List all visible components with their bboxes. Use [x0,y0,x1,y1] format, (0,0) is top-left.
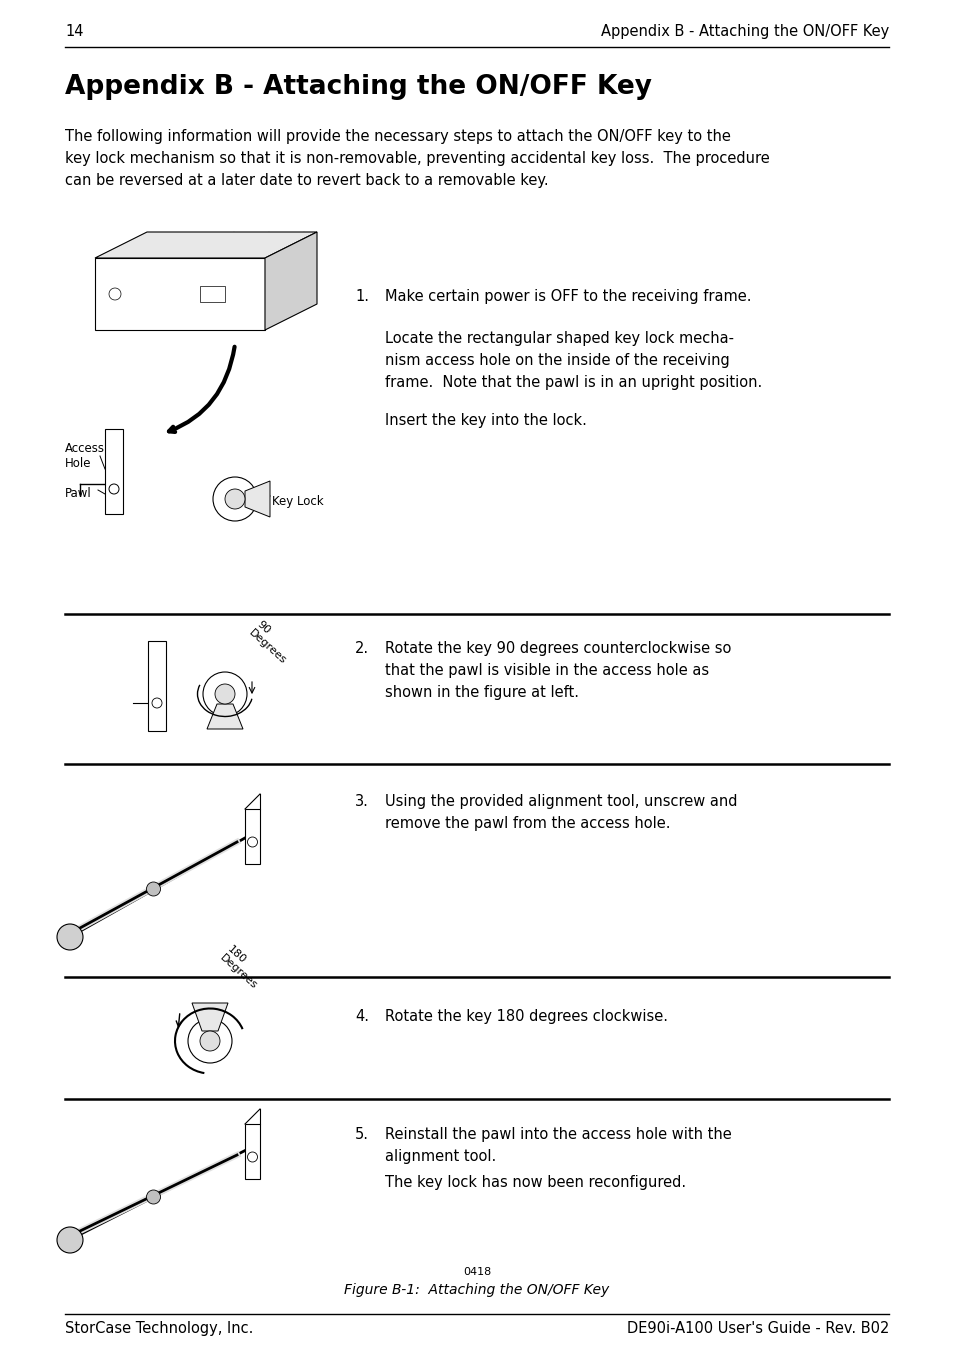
Circle shape [188,1019,232,1062]
Text: Insert the key into the lock.: Insert the key into the lock. [385,413,586,428]
Bar [200,286,225,303]
Text: Using the provided alignment tool, unscrew and: Using the provided alignment tool, unscr… [385,794,737,809]
Text: Figure B-1:  Attaching the ON/OFF Key: Figure B-1: Attaching the ON/OFF Key [344,1283,609,1296]
Text: Make certain power is OFF to the receiving frame.: Make certain power is OFF to the receivi… [385,289,751,304]
Text: 1.: 1. [355,289,369,304]
Text: The following information will provide the necessary steps to attach the ON/OFF : The following information will provide t… [65,129,730,144]
Text: 3.: 3. [355,794,369,809]
Text: StorCase Technology, Inc.: StorCase Technology, Inc. [65,1321,253,1336]
Circle shape [247,836,257,847]
Circle shape [200,1031,220,1051]
Text: 14: 14 [65,25,84,38]
Polygon shape [95,231,316,257]
Text: nism access hole on the inside of the receiving: nism access hole on the inside of the re… [385,353,729,368]
Text: Rotate the key 180 degrees clockwise.: Rotate the key 180 degrees clockwise. [385,1009,667,1024]
Circle shape [147,882,160,895]
Text: Key Lock: Key Lock [272,496,323,508]
Text: Pawl: Pawl [65,487,91,500]
Bar [245,809,260,864]
Text: 0418: 0418 [462,1266,491,1277]
Text: 90
Degrees: 90 Degrees [247,619,295,665]
Text: can be reversed at a later date to revert back to a removable key.: can be reversed at a later date to rever… [65,172,548,188]
Bar [148,641,166,731]
Text: Reinstall the pawl into the access hole with the: Reinstall the pawl into the access hole … [385,1127,731,1142]
Circle shape [57,1227,83,1253]
Text: The key lock has now been reconfigured.: The key lock has now been reconfigured. [385,1176,685,1191]
Circle shape [203,672,247,716]
Polygon shape [245,481,270,517]
Text: alignment tool.: alignment tool. [385,1149,496,1164]
Text: frame.  Note that the pawl is in an upright position.: frame. Note that the pawl is in an uprig… [385,375,761,390]
Text: 180
Degrees: 180 Degrees [218,943,267,991]
Text: 4.: 4. [355,1009,369,1024]
Polygon shape [192,1003,228,1031]
Circle shape [214,684,234,704]
Text: DE90i-A100 User's Guide - Rev. B02: DE90i-A100 User's Guide - Rev. B02 [626,1321,888,1336]
Text: key lock mechanism so that it is non-removable, preventing accidental key loss. : key lock mechanism so that it is non-rem… [65,151,769,166]
Circle shape [152,698,162,708]
Text: that the pawl is visible in the access hole as: that the pawl is visible in the access h… [385,663,708,678]
Circle shape [213,476,256,522]
Bar [245,1124,260,1179]
Text: 2.: 2. [355,641,369,656]
Text: Rotate the key 90 degrees counterclockwise so: Rotate the key 90 degrees counterclockwi… [385,641,731,656]
Polygon shape [265,231,316,330]
Text: remove the pawl from the access hole.: remove the pawl from the access hole. [385,816,670,831]
Text: Access
Hole: Access Hole [65,442,105,470]
Text: 5.: 5. [355,1127,369,1142]
Polygon shape [95,257,265,330]
Text: Locate the rectangular shaped key lock mecha-: Locate the rectangular shaped key lock m… [385,331,733,346]
Polygon shape [207,704,243,730]
Text: shown in the figure at left.: shown in the figure at left. [385,684,578,700]
Circle shape [57,924,83,950]
Text: Appendix B - Attaching the ON/OFF Key: Appendix B - Attaching the ON/OFF Key [600,25,888,38]
Circle shape [225,489,245,509]
Circle shape [109,485,119,494]
Circle shape [247,1151,257,1162]
Bar [105,428,123,513]
Text: Appendix B - Attaching the ON/OFF Key: Appendix B - Attaching the ON/OFF Key [65,74,651,100]
Circle shape [147,1190,160,1203]
